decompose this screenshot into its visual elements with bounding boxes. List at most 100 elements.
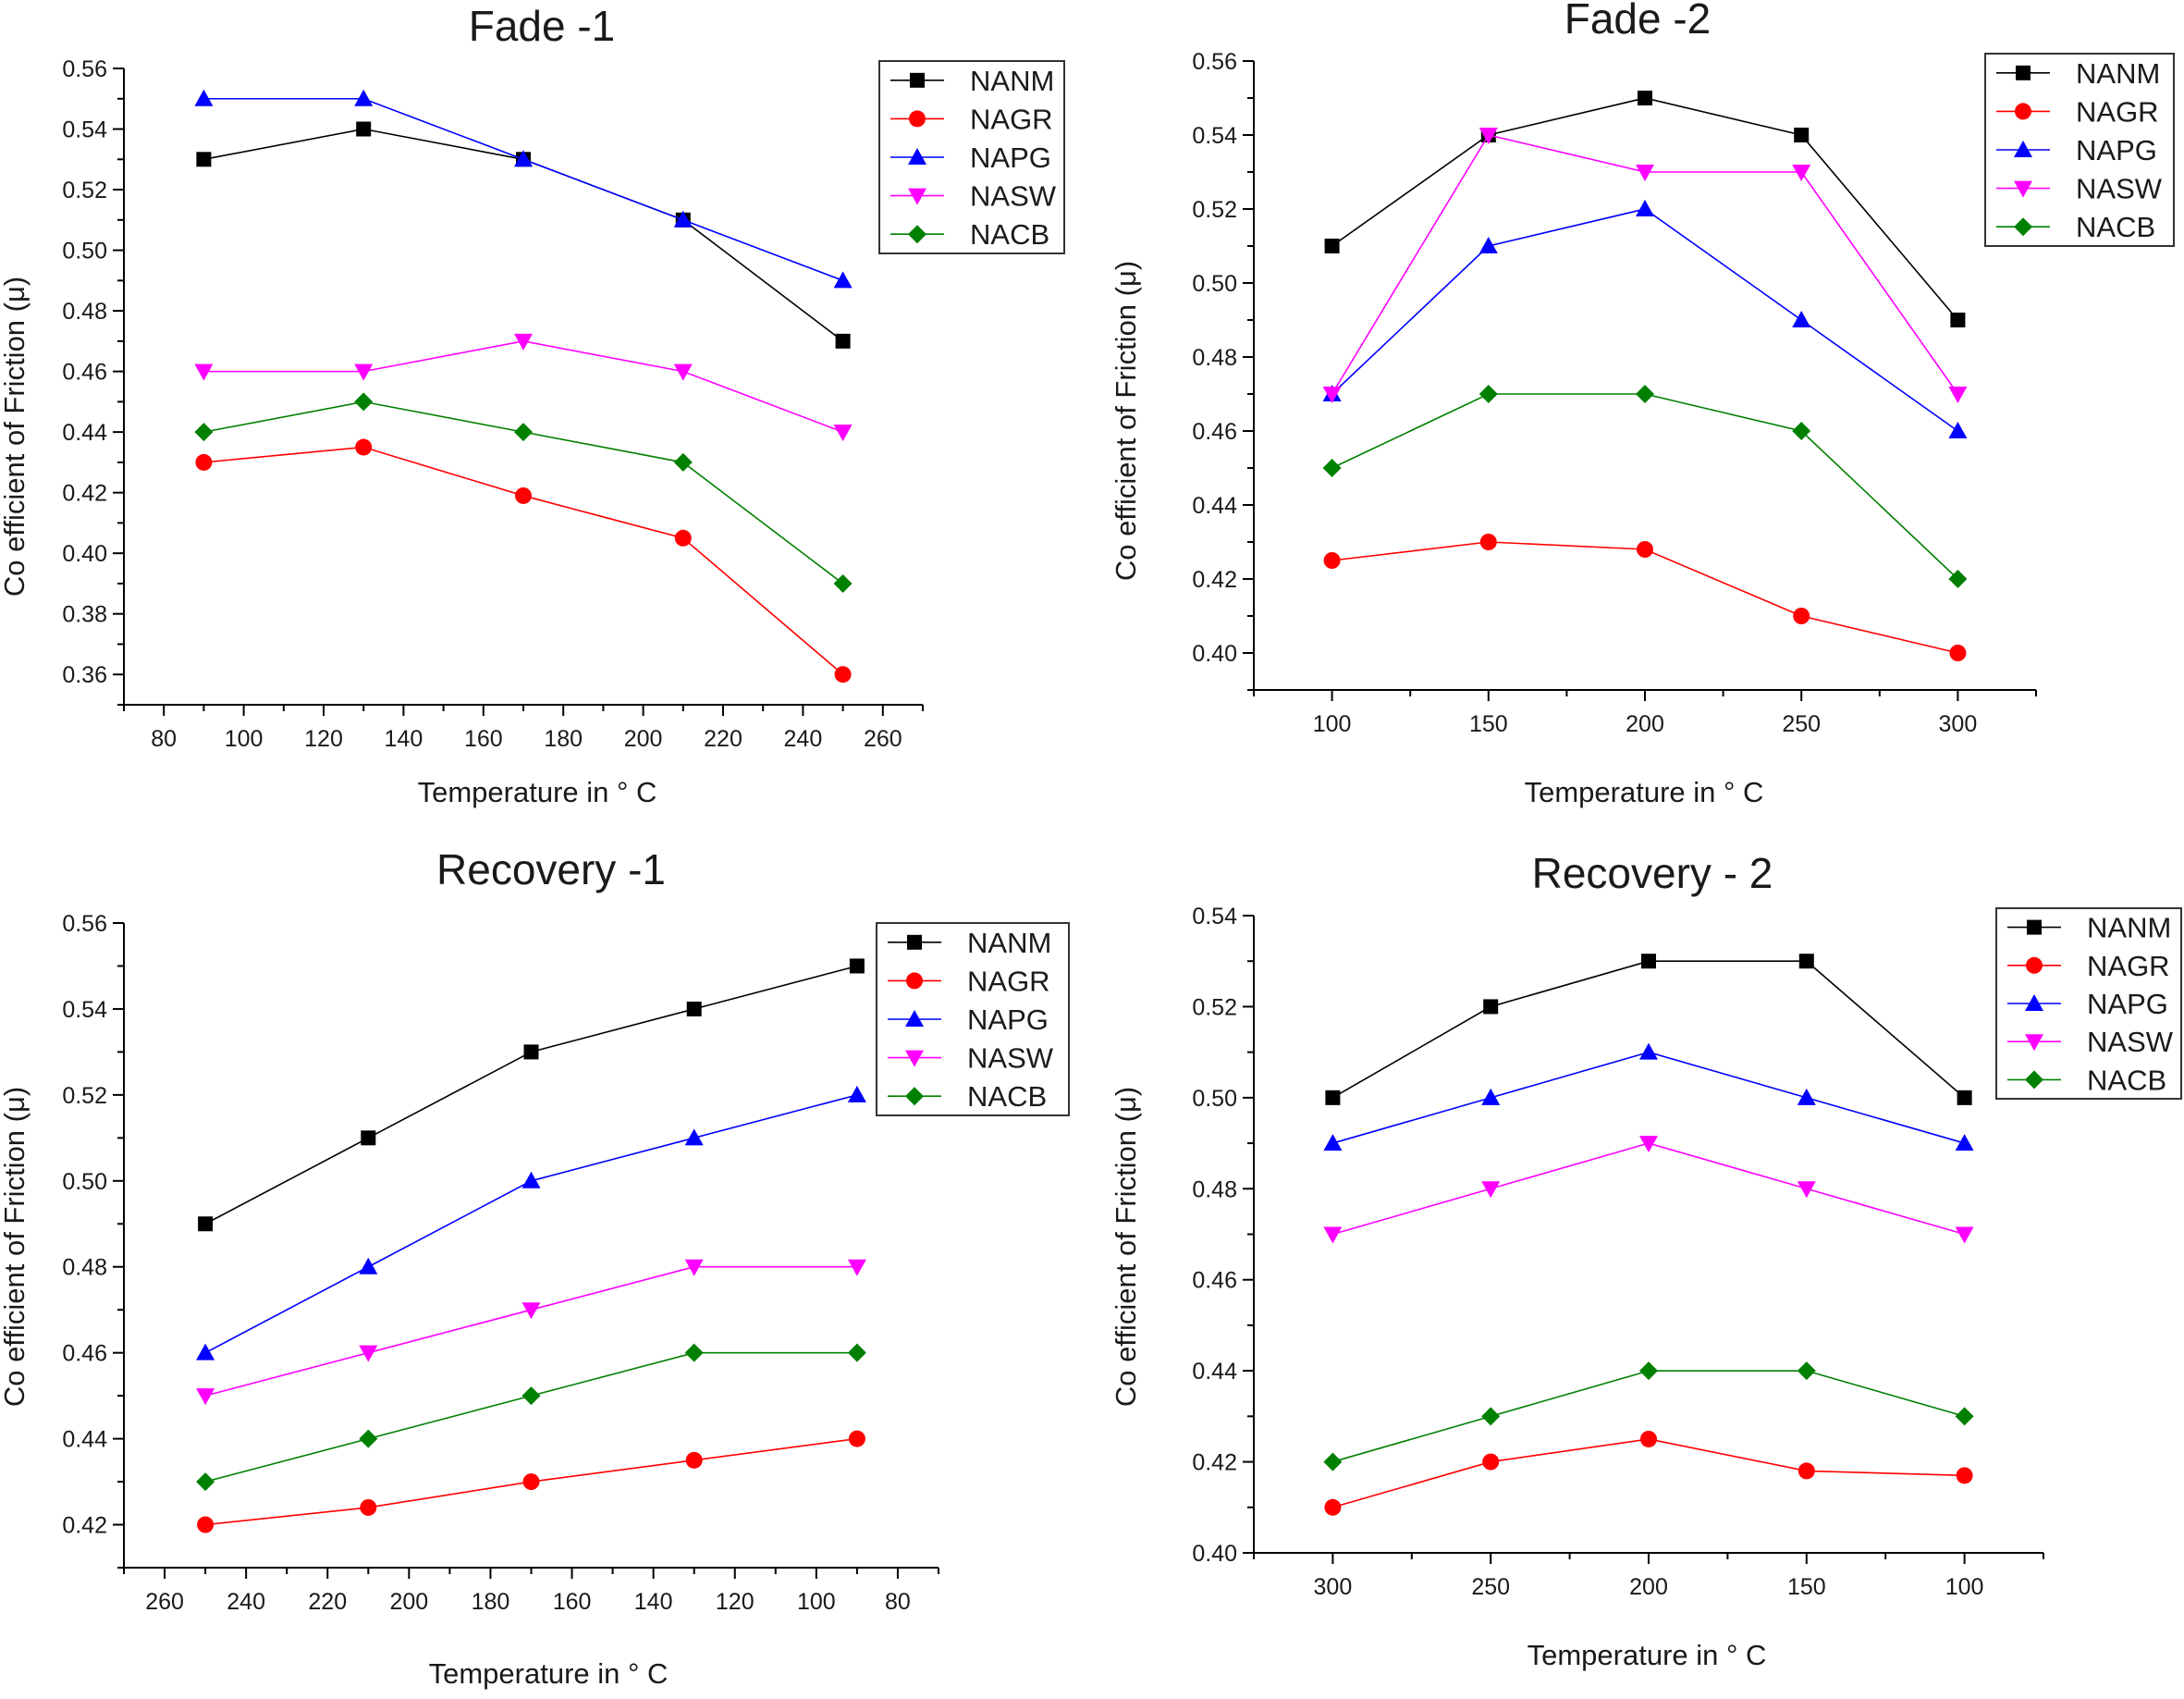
- legend-marker-nagr: [2015, 103, 2031, 120]
- data-point-nagr: [1793, 608, 1810, 624]
- data-point-nagr: [1956, 1467, 1973, 1484]
- data-point-nacb: [847, 1343, 866, 1362]
- legend-label-nasw: NASW: [2087, 1026, 2174, 1058]
- x-tick-label: 260: [145, 1589, 184, 1615]
- data-point-napg: [673, 210, 693, 228]
- legend-marker-nanm: [2016, 65, 2031, 80]
- y-tick-label: 0.54: [1192, 904, 1237, 930]
- legend-marker-nagr: [906, 972, 923, 990]
- x-tick-label: 150: [1469, 711, 1508, 737]
- data-point-nasw: [1481, 1181, 1501, 1199]
- legend-label-nanm: NANM: [967, 927, 1051, 959]
- chart-recovery-2: Recovery - 2 Temperature in ° C Co effic…: [1110, 849, 2182, 1671]
- data-point-nagr: [834, 666, 852, 683]
- data-point-napg: [1481, 1088, 1501, 1105]
- x-tick-label: 300: [1939, 711, 1978, 737]
- data-point-nagr: [1482, 1453, 1500, 1471]
- x-tick-label: 100: [1945, 1574, 1984, 1600]
- data-point-nagr: [515, 486, 532, 504]
- x-tick-label: 200: [624, 726, 663, 752]
- legend-marker-nanm: [910, 72, 925, 88]
- x-tick-label: 180: [472, 1589, 510, 1615]
- series-line-nacb: [204, 1351, 857, 1483]
- data-point-nagr: [195, 453, 213, 471]
- x-tick-label: 140: [385, 726, 423, 752]
- series-line-nacb: [1332, 1370, 1965, 1463]
- data-point-nanm: [1957, 1090, 1972, 1105]
- data-point-nagr: [685, 1451, 703, 1469]
- data-point-nacb: [359, 1429, 378, 1448]
- legend-marker-napg: [2025, 994, 2043, 1011]
- x-axis-label: Temperature in ° C: [418, 776, 657, 808]
- data-point-napg: [1323, 1134, 1343, 1151]
- y-tick-label: 0.48: [62, 1255, 107, 1281]
- data-point-nacb: [354, 392, 374, 412]
- chart-fade-2: Fade -2 Temperature in ° C Co efficient …: [1110, 0, 2175, 808]
- y-tick-label: 0.50: [1192, 1086, 1237, 1112]
- data-point-nasw: [514, 333, 533, 351]
- data-point-nagr: [1637, 541, 1653, 558]
- data-point-nanm: [1798, 954, 1814, 969]
- y-tick-label: 0.50: [1192, 271, 1237, 297]
- data-point-nasw: [1948, 387, 1968, 403]
- data-point-napg: [1792, 311, 1811, 327]
- y-tick-label: 0.44: [62, 420, 107, 446]
- data-point-nacb: [514, 423, 533, 442]
- x-tick-label: 120: [716, 1589, 755, 1615]
- data-point-nasw: [1955, 1226, 1974, 1244]
- data-point-nasw: [1478, 128, 1498, 144]
- data-point-nacb: [1639, 1361, 1658, 1381]
- legend-label-nanm: NANM: [2076, 57, 2160, 90]
- x-tick-label: 300: [1314, 1574, 1353, 1600]
- data-point-nagr: [360, 1498, 377, 1516]
- data-point-nagr: [674, 529, 692, 547]
- data-point-nasw: [673, 363, 693, 381]
- y-tick-label: 0.42: [1192, 1450, 1237, 1476]
- x-tick-label: 160: [553, 1589, 592, 1615]
- legend-label-nagr: NAGR: [2087, 950, 2170, 982]
- data-point-napg: [514, 150, 533, 167]
- x-tick-label: 100: [1313, 711, 1352, 737]
- legend-label-nanm: NANM: [2087, 912, 2171, 944]
- y-tick-label: 0.48: [1192, 1176, 1237, 1202]
- chart-title: Recovery - 2: [1532, 849, 1773, 897]
- legend-marker-napg: [908, 148, 926, 165]
- legend-marker-nanm: [2027, 919, 2042, 935]
- data-point-nacb: [1481, 1407, 1501, 1426]
- data-point-nacb: [1955, 1407, 1974, 1426]
- series-line-nanm: [1332, 960, 1966, 1099]
- y-tick-label: 0.42: [1192, 567, 1237, 593]
- data-point-napg: [1478, 237, 1498, 253]
- x-tick-label: 200: [1626, 711, 1664, 737]
- data-point-nacb: [1636, 385, 1654, 403]
- series-line-napg: [203, 97, 843, 282]
- x-tick-label: 150: [1787, 1574, 1826, 1600]
- x-axis-label: Temperature in ° C: [1525, 776, 1764, 808]
- data-point-napg: [1955, 1134, 1974, 1151]
- y-tick-label: 0.52: [62, 1083, 107, 1109]
- legend-marker-napg: [2014, 141, 2032, 157]
- chart-recovery-1: Recovery -1 Temperature in ° C Co effici…: [0, 845, 1070, 1690]
- y-tick-label: 0.50: [62, 1169, 107, 1195]
- data-point-nacb: [673, 452, 693, 472]
- series-line-nasw: [1332, 1142, 1965, 1236]
- data-point-nanm: [1950, 313, 1966, 327]
- data-point-napg: [521, 1171, 541, 1188]
- chart-fade-1: Fade -1 Temperature in ° C Co efficient …: [0, 2, 1065, 808]
- data-point-napg: [1797, 1088, 1816, 1105]
- data-point-nasw: [359, 1345, 378, 1362]
- data-point-nagr: [848, 1430, 865, 1447]
- legend-marker-nacb: [908, 225, 926, 244]
- data-point-nagr: [1324, 1498, 1342, 1516]
- y-tick-label: 0.52: [1192, 197, 1237, 223]
- legend-label-nasw: NASW: [967, 1042, 1054, 1075]
- y-tick-label: 0.52: [62, 178, 107, 203]
- x-tick-label: 200: [389, 1589, 428, 1615]
- series-line-napg: [1332, 1051, 1965, 1144]
- legend-label-nacb: NACB: [970, 218, 1049, 251]
- data-point-nacb: [1948, 570, 1968, 588]
- data-point-nacb: [196, 1472, 215, 1492]
- y-tick-label: 0.44: [1192, 493, 1237, 519]
- series-line-nagr: [1331, 541, 1958, 654]
- data-point-nanm: [1324, 239, 1340, 253]
